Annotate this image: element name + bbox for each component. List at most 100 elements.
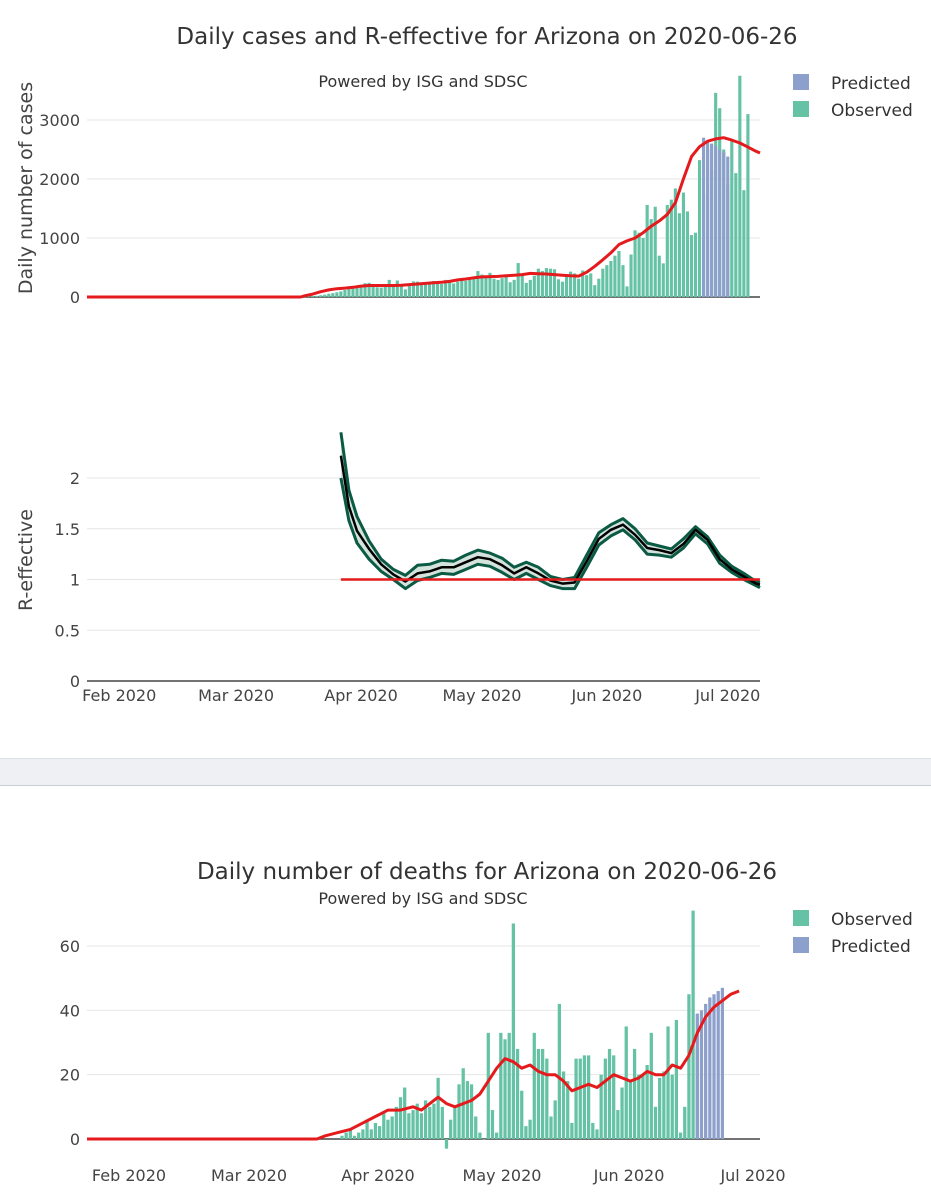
cases-bar-observed <box>581 270 585 297</box>
cases-bar-observed <box>319 295 323 297</box>
deaths-bar-predicted <box>695 1013 699 1139</box>
deaths-legend-item-observed[interactable]: Observed <box>793 910 913 930</box>
deaths-bar-predicted <box>716 991 720 1139</box>
cases-bar-observed <box>556 279 561 297</box>
cases-bar-observed <box>540 271 544 297</box>
cases-bar-observed <box>641 238 645 297</box>
cases-bar-observed <box>669 199 673 297</box>
deaths-y-ticks: 0 20 40 60 <box>60 937 80 1149</box>
cases-bar-observed <box>423 284 428 297</box>
legend-item-observed[interactable]: Observed <box>793 101 913 121</box>
cases-bar-predicted <box>718 149 722 297</box>
cases-chart-title: Daily cases and R-effective for Arizona … <box>176 24 797 50</box>
cases-legend[interactable]: Predicted Observed <box>793 74 913 121</box>
cases-bar-observed <box>472 276 476 297</box>
reff-lines <box>339 432 761 591</box>
cases-bar-observed <box>637 232 641 297</box>
deaths-legend-item-predicted[interactable]: Predicted <box>793 937 911 957</box>
cases-bar-observed <box>496 279 500 297</box>
cases-trend <box>87 136 761 299</box>
cases-bar-observed <box>564 275 569 297</box>
cases-bar-observed <box>432 281 436 297</box>
cases-bar-observed <box>480 274 484 297</box>
cases-bar-observed <box>464 280 468 297</box>
cases-bar-observed <box>315 295 319 297</box>
cases-bar-observed <box>307 296 311 297</box>
cases-bar-observed <box>548 268 553 297</box>
cases-bar-observed <box>343 289 347 297</box>
cases-bar-observed <box>605 265 609 297</box>
cases-bar-observed <box>569 271 573 297</box>
cases-bar-observed <box>379 287 383 297</box>
deaths-bar-observed <box>440 1106 444 1139</box>
deaths-legend[interactable]: Observed Predicted <box>793 910 913 957</box>
deaths-bar-observed <box>645 1065 649 1139</box>
cases-y-tick-label: 1000 <box>39 229 80 248</box>
cases-bar-predicted <box>710 143 714 297</box>
cases-bar-observed <box>476 271 480 297</box>
cases-bar-observed <box>484 277 488 297</box>
deaths-legend-label-predicted: Predicted <box>831 937 911 957</box>
deaths-x-tick-label: Jul 2020 <box>719 1166 785 1185</box>
cases-bar-observed <box>697 160 702 297</box>
cases-bar-observed <box>504 276 508 297</box>
cases-bar-observed <box>593 285 597 297</box>
cases-bar-observed <box>685 211 690 297</box>
deaths-bar-observed <box>683 1106 687 1139</box>
cases-bar-observed <box>629 254 633 297</box>
deaths-bar-observed <box>474 1116 478 1139</box>
deaths-bar-observed <box>453 1106 457 1139</box>
cases-bar-observed <box>331 293 335 297</box>
cases-bar-predicted <box>702 137 706 297</box>
reff-main-line <box>339 455 761 586</box>
deaths-bar-observed <box>386 1119 390 1139</box>
cases-bar-observed <box>512 279 516 297</box>
cases-bar-observed <box>347 288 351 297</box>
legend-item-predicted[interactable]: Predicted <box>793 74 911 94</box>
deaths-bar-observed <box>545 1058 549 1139</box>
deaths-bar-observed <box>557 1003 561 1139</box>
cases-bar-predicted <box>722 152 726 297</box>
cases-bar-observed <box>661 263 665 297</box>
cases-bar-observed <box>673 188 677 297</box>
deaths-bar-observed <box>662 1071 666 1139</box>
deaths-x-tick-label: May 2020 <box>463 1166 542 1185</box>
cases-bar-observed <box>403 289 407 297</box>
cases-bar-observed <box>693 232 698 297</box>
cases-bar-predicted <box>726 156 730 297</box>
deaths-bar-observed <box>465 1081 470 1139</box>
reff-confidence-band <box>340 432 760 589</box>
cases-bar-observed <box>391 284 395 297</box>
deaths-legend-swatch-observed <box>793 910 809 926</box>
cases-bar-observed <box>371 284 375 297</box>
cases-bar-observed <box>395 280 399 297</box>
deaths-bar-observed <box>658 1077 662 1139</box>
deaths-bar-observed <box>407 1113 411 1139</box>
deaths-y-tick-label: 0 <box>70 1130 80 1149</box>
deaths-bar-observed <box>566 1081 570 1139</box>
deaths-bar-observed <box>553 1100 557 1139</box>
reff-y-tick-label: 1.5 <box>55 520 80 539</box>
deaths-bar-observed <box>507 1032 511 1139</box>
reff-x-tick-label: Jun 2020 <box>570 686 642 705</box>
deaths-bar-observed <box>678 1132 683 1139</box>
deaths-bar-observed <box>490 1110 495 1139</box>
cases-bar-observed <box>609 261 613 297</box>
deaths-bar-observed <box>628 1081 633 1139</box>
deaths-bar-observed <box>691 910 695 1139</box>
cases-bar-observed <box>560 281 565 297</box>
deaths-bar-observed <box>348 1129 352 1139</box>
legend-swatch-predicted <box>793 74 809 90</box>
cases-bar-observed <box>573 273 577 297</box>
cases-bar-observed <box>689 235 694 297</box>
deaths-bar-observed <box>586 1055 591 1139</box>
deaths-x-ticks: Feb 2020 Mar 2020 Apr 2020 May 2020 Jun 2020… <box>92 1166 786 1185</box>
cases-bar-observed <box>730 141 734 297</box>
deaths-bar-observed <box>499 1032 503 1139</box>
deaths-bar-predicted <box>704 1003 708 1139</box>
deaths-bar-observed <box>578 1058 582 1139</box>
deaths-trend-line <box>87 989 740 1141</box>
cases-bar-observed <box>468 278 472 297</box>
reff-x-ticks: Feb 2020 Mar 2020 Apr 2020 May 2020 Jun 2020… <box>82 686 760 705</box>
legend-swatch-observed <box>793 101 809 117</box>
